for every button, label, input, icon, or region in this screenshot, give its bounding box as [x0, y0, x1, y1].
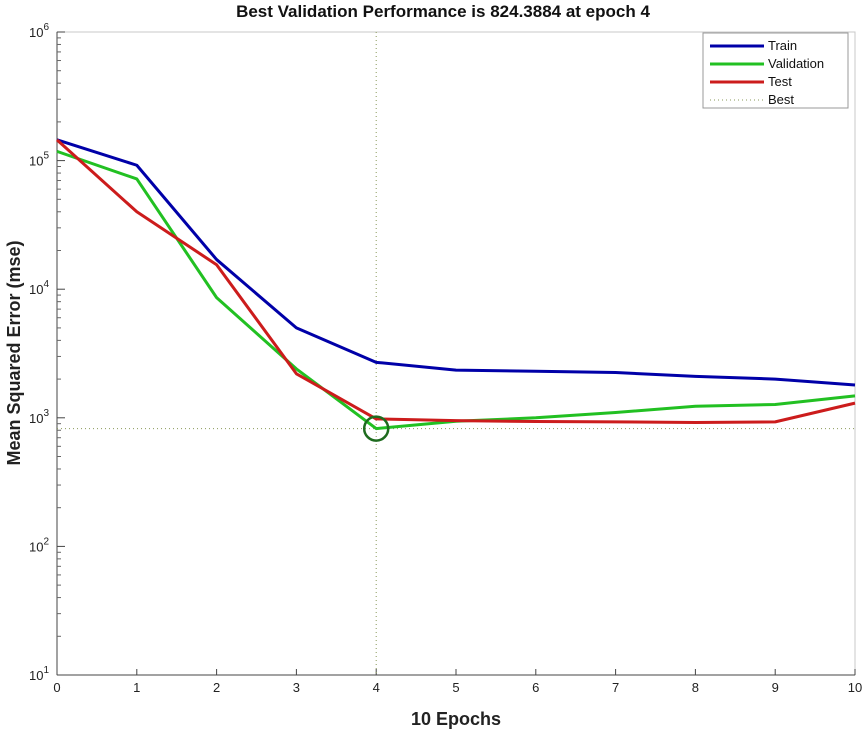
legend-label-test: Test — [768, 74, 792, 89]
x-tick-label: 3 — [293, 680, 300, 695]
legend-label-train: Train — [768, 38, 797, 53]
y-tick-label: 104 — [29, 279, 49, 297]
x-tick-label: 10 — [848, 680, 862, 695]
y-axis-label: Mean Squared Error (mse) — [4, 240, 24, 465]
series-line-validation — [56, 149, 856, 431]
series-line-train — [56, 138, 856, 387]
legend: Train Validation Test Best — [702, 32, 849, 109]
x-axis-label: 10 Epochs — [411, 709, 501, 729]
series-line-test — [55, 138, 856, 424]
x-tick-label: 0 — [53, 680, 60, 695]
best-marker — [362, 415, 390, 442]
x-tick-label: 8 — [692, 680, 699, 695]
y-tick-label: 105 — [29, 151, 49, 169]
x-tick-label: 2 — [213, 680, 220, 695]
x-tick-label: 1 — [133, 680, 140, 695]
x-tick-label: 7 — [612, 680, 619, 695]
legend-label-best: Best — [768, 92, 794, 107]
x-tick-label: 6 — [532, 680, 539, 695]
chart-title: Best Validation Performance is 824.3884 … — [236, 2, 650, 21]
y-tick-label: 101 — [29, 665, 49, 683]
legend-label-validation: Validation — [768, 56, 824, 71]
y-tick-label: 106 — [29, 22, 49, 40]
y-tick-label: 103 — [29, 408, 49, 426]
x-tick-label: 5 — [452, 680, 459, 695]
y-tick-label: 102 — [29, 536, 49, 554]
plot-area-border — [56, 31, 856, 676]
x-tick-label: 9 — [772, 680, 779, 695]
x-tick-label: 4 — [373, 680, 380, 695]
